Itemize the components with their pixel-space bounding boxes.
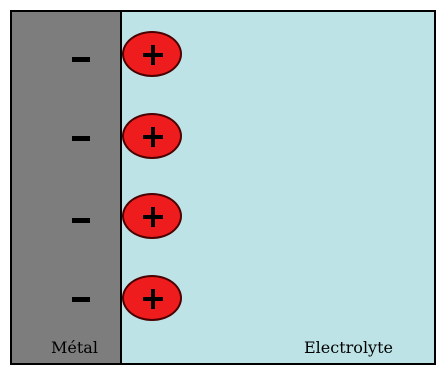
electrolyte-label: Electrolyte bbox=[304, 338, 393, 357]
negative-charge-3 bbox=[72, 218, 90, 223]
positive-ion-3 bbox=[122, 193, 182, 239]
positive-ion-2 bbox=[122, 113, 182, 159]
negative-charge-4 bbox=[72, 297, 90, 302]
negative-charge-2 bbox=[72, 136, 90, 141]
double-layer-diagram: Métal Electrolyte bbox=[10, 10, 436, 365]
positive-ion-1 bbox=[122, 31, 182, 77]
metal-label: Métal bbox=[51, 338, 98, 357]
positive-ion-4 bbox=[122, 275, 182, 321]
metal-electrode bbox=[12, 12, 122, 363]
negative-charge-1 bbox=[72, 57, 90, 62]
